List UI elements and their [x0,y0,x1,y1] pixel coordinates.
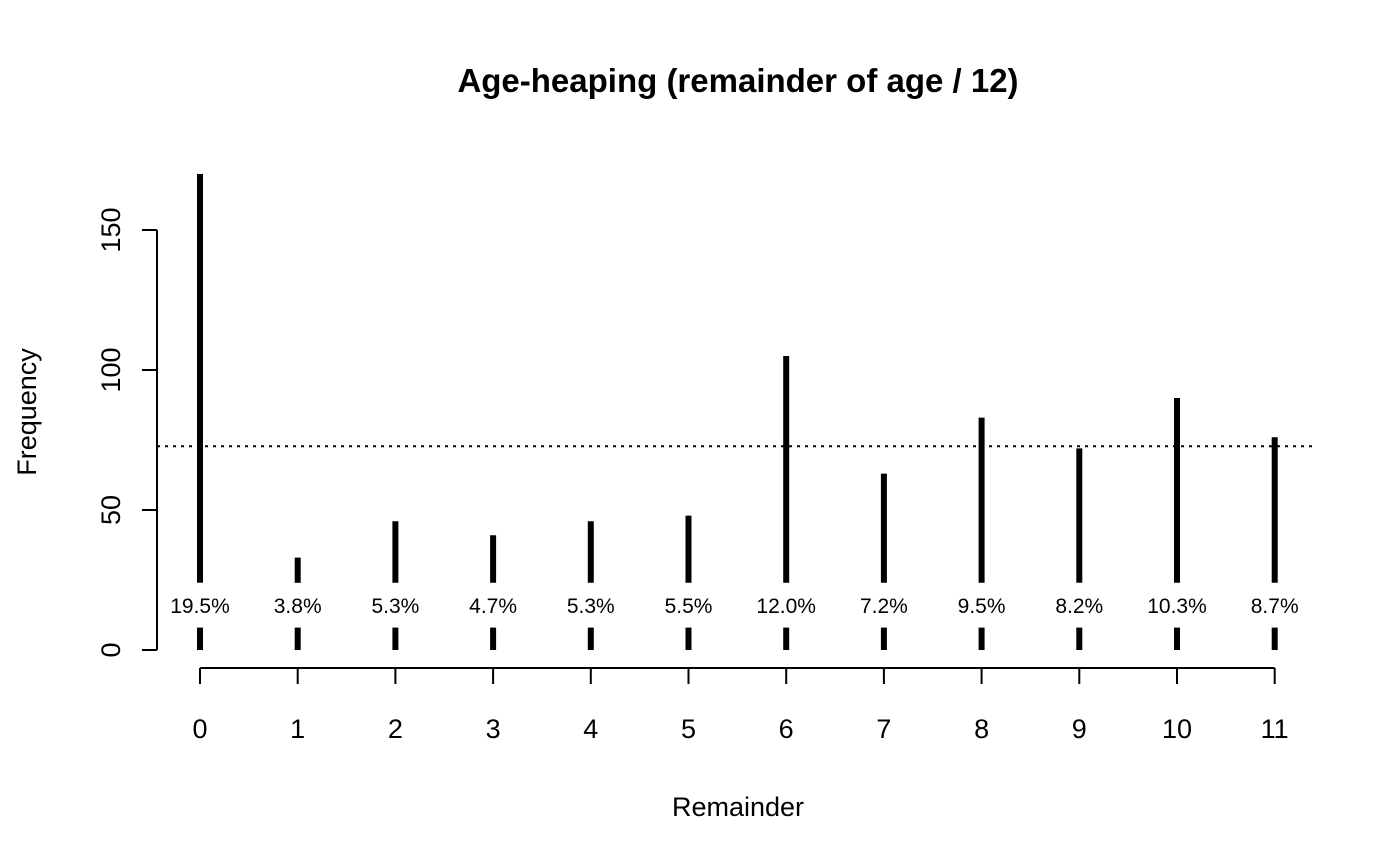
data-label: 7.2% [860,595,908,618]
y-tick-label: 150 [96,207,126,252]
y-tick-label: 50 [96,495,126,525]
data-label: 10.3% [1147,595,1207,618]
chart-title: Age-heaping (remainder of age / 12) [457,62,1018,99]
data-label: 5.3% [567,595,615,618]
x-tick-label: 9 [1072,714,1087,744]
x-axis: 0 1 2 3 4 5 6 7 8 9 10 11 [192,667,1289,744]
x-axis-label: Remainder [672,792,804,822]
x-tick-label: 11 [1261,714,1289,744]
x-tick-label: 1 [290,714,305,744]
x-tick-label: 5 [681,714,696,744]
data-label: 9.5% [958,595,1006,618]
data-label: 3.8% [274,595,322,618]
y-axis-label: Frequency [12,348,42,476]
x-tick-label: 10 [1162,714,1192,744]
data-label: 12.0% [756,595,816,618]
x-tick-label: 8 [974,714,989,744]
y-tick-label: 100 [96,347,126,392]
x-tick-label: 0 [192,714,207,744]
data-label: 8.7% [1251,595,1299,618]
x-tick-label: 3 [486,714,501,744]
data-label: 5.3% [371,595,419,618]
y-axis: 0 50 100 150 [96,207,158,658]
data-label: 4.7% [469,595,517,618]
data-label: 5.5% [665,595,713,618]
plot-area: 19.5% 3.8% 5.3% 4.7% 5.3% 5.5% 12.0% 7.2% 9.5% 8.… [157,174,1314,650]
x-tick-label: 6 [779,714,794,744]
data-label: 19.5% [170,595,230,618]
x-tick-label: 4 [583,714,598,744]
x-tick-label: 2 [388,714,403,744]
data-label: 8.2% [1055,595,1103,618]
x-tick-label: 7 [876,714,891,744]
y-tick-label: 0 [96,642,126,657]
